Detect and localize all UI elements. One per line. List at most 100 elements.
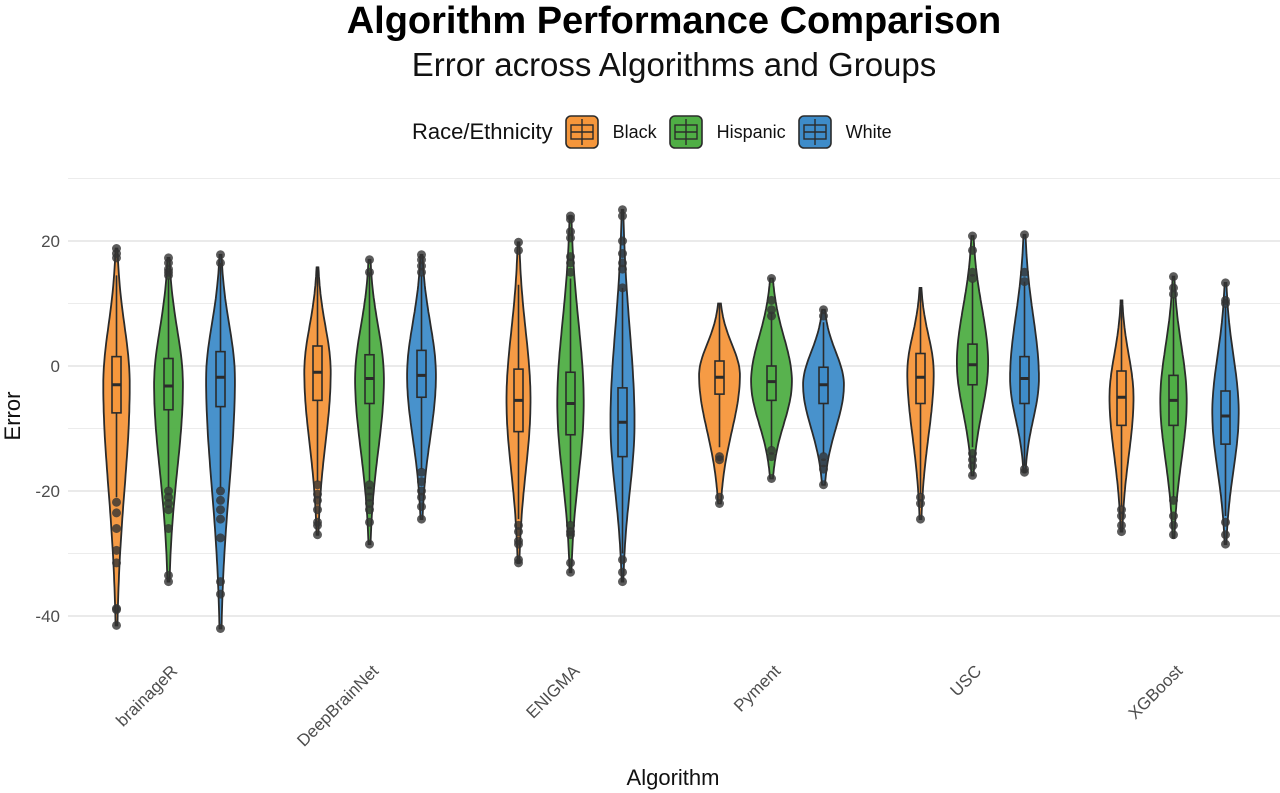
legend-title: Race/Ethnicity bbox=[412, 119, 553, 144]
outlier-point-black-deepbrainnet bbox=[313, 505, 322, 515]
legend-item-white: White bbox=[797, 115, 892, 149]
outlier-point-black-enigma bbox=[514, 558, 523, 568]
legend-label-hispanic: Hispanic bbox=[716, 121, 786, 142]
outlier-point-hispanic-xgboost bbox=[1169, 520, 1178, 530]
outlier-point-black-pyment bbox=[715, 499, 724, 508]
outlier-point-hispanic-pyment bbox=[767, 274, 776, 283]
outlier-point-black-deepbrainnet bbox=[313, 480, 322, 490]
outlier-point-white-pyment bbox=[819, 452, 828, 462]
x-tick-label-brainager: brainageR bbox=[112, 661, 181, 730]
outlier-point-white-enigma bbox=[618, 555, 627, 565]
x-tick-label-xgboost: XGBoost bbox=[1125, 661, 1187, 723]
outlier-point-hispanic-pyment bbox=[767, 445, 776, 455]
outlier-point-hispanic-brainager bbox=[164, 499, 173, 508]
legend-label-white: White bbox=[845, 121, 892, 142]
series-hispanic bbox=[153, 211, 1188, 587]
outlier-point-hispanic-deepbrainnet bbox=[365, 499, 374, 508]
outlier-point-white-enigma bbox=[618, 249, 627, 258]
outlier-point-white-enigma bbox=[618, 236, 627, 246]
outlier-point-black-brainager bbox=[112, 508, 121, 518]
outlier-point-black-brainager bbox=[112, 558, 121, 568]
y-tick-label: 20 bbox=[41, 232, 60, 251]
outlier-point-white-xgboost bbox=[1221, 278, 1230, 288]
y-tick-label: -40 bbox=[35, 607, 60, 626]
outlier-point-hispanic-usc bbox=[968, 231, 977, 241]
outlier-point-white-deepbrainnet bbox=[417, 492, 426, 502]
outlier-point-white-xgboost bbox=[1221, 517, 1230, 527]
outlier-point-hispanic-deepbrainnet bbox=[365, 492, 374, 502]
outlier-point-hispanic-enigma bbox=[566, 520, 575, 530]
outlier-point-white-deepbrainnet bbox=[417, 255, 426, 265]
outlier-point-black-deepbrainnet bbox=[313, 489, 322, 499]
outlier-point-hispanic-usc bbox=[968, 245, 977, 255]
outlier-point-hispanic-usc bbox=[968, 274, 977, 283]
outlier-point-white-brainager bbox=[216, 258, 225, 268]
outlier-point-hispanic-enigma bbox=[566, 227, 575, 237]
legend-item-black: Black bbox=[564, 115, 657, 149]
outlier-point-hispanic-pyment bbox=[767, 311, 776, 321]
outlier-point-white-deepbrainnet bbox=[417, 502, 426, 512]
outlier-point-white-enigma bbox=[618, 567, 627, 577]
outlier-point-white-usc bbox=[1020, 230, 1029, 240]
y-tick-label: -20 bbox=[35, 482, 60, 501]
outlier-point-white-deepbrainnet bbox=[417, 267, 426, 277]
outlier-point-hispanic-xgboost bbox=[1169, 495, 1178, 505]
outlier-point-black-usc bbox=[916, 514, 925, 524]
outlier-point-black-enigma bbox=[514, 237, 523, 247]
box-hispanic-pyment bbox=[766, 365, 777, 402]
outlier-point-white-deepbrainnet bbox=[417, 486, 426, 496]
legend-label-black: Black bbox=[612, 121, 657, 142]
outlier-point-black-usc bbox=[916, 499, 925, 508]
outlier-point-hispanic-usc bbox=[968, 470, 977, 480]
outlier-point-white-xgboost bbox=[1221, 530, 1230, 540]
outlier-point-white-brainager bbox=[216, 250, 225, 260]
outlier-point-white-pyment bbox=[819, 458, 828, 468]
x-tick-label-pyment: Pyment bbox=[730, 661, 784, 715]
outlier-point-white-pyment bbox=[819, 311, 828, 321]
x-tick-label-usc: USC bbox=[947, 661, 986, 700]
legend-item-hispanic: Hispanic bbox=[668, 115, 786, 149]
outlier-point-hispanic-brainager bbox=[164, 505, 173, 515]
outlier-point-hispanic-brainager bbox=[164, 524, 173, 533]
legend-key-black bbox=[564, 115, 599, 149]
chart-title: Algorithm Performance Comparison bbox=[346, 0, 1002, 42]
outlier-point-hispanic-deepbrainnet bbox=[365, 505, 374, 515]
outlier-point-white-pyment bbox=[819, 480, 828, 490]
y-tick-label: 0 bbox=[51, 357, 60, 376]
outlier-point-hispanic-pyment bbox=[767, 305, 776, 315]
outlier-point-white-brainager bbox=[216, 533, 225, 543]
outlier-point-hispanic-deepbrainnet bbox=[365, 267, 374, 277]
outlier-point-white-brainager bbox=[216, 514, 225, 524]
outlier-point-hispanic-enigma bbox=[566, 558, 575, 568]
outlier-point-black-xgboost bbox=[1117, 505, 1126, 515]
legend: Race/Ethnicity Black Hispanic White bbox=[412, 112, 904, 152]
outlier-point-hispanic-brainager bbox=[164, 577, 173, 587]
box-white-deepbrainnet bbox=[416, 349, 427, 399]
outlier-point-hispanic-deepbrainnet bbox=[365, 539, 374, 549]
outlier-point-white-pyment bbox=[819, 464, 828, 474]
outlier-point-black-xgboost bbox=[1117, 520, 1126, 530]
outlier-point-hispanic-brainager bbox=[164, 492, 173, 502]
series-white bbox=[205, 205, 1240, 633]
outlier-point-hispanic-xgboost bbox=[1169, 289, 1178, 299]
outlier-point-white-deepbrainnet bbox=[417, 477, 426, 487]
outlier-point-hispanic-usc bbox=[968, 267, 977, 277]
outlier-point-hispanic-enigma bbox=[566, 267, 575, 277]
outlier-point-hispanic-pyment bbox=[767, 474, 776, 483]
outlier-point-black-enigma bbox=[514, 539, 523, 549]
outlier-point-white-enigma bbox=[618, 211, 627, 221]
outlier-point-hispanic-brainager bbox=[164, 270, 173, 280]
outlier-point-hispanic-xgboost bbox=[1169, 530, 1178, 540]
outlier-point-hispanic-enigma bbox=[566, 233, 575, 243]
outlier-point-white-brainager bbox=[216, 495, 225, 505]
outlier-point-hispanic-xgboost bbox=[1169, 272, 1178, 282]
outlier-point-black-enigma bbox=[514, 245, 523, 255]
outlier-point-black-deepbrainnet bbox=[313, 520, 322, 530]
outlier-point-white-xgboost bbox=[1221, 539, 1230, 549]
outlier-point-hispanic-brainager bbox=[164, 258, 173, 268]
outlier-point-hispanic-usc bbox=[968, 461, 977, 471]
gridlines bbox=[68, 178, 1280, 617]
box-white-usc bbox=[1019, 355, 1030, 405]
outlier-point-black-pyment bbox=[715, 492, 724, 502]
